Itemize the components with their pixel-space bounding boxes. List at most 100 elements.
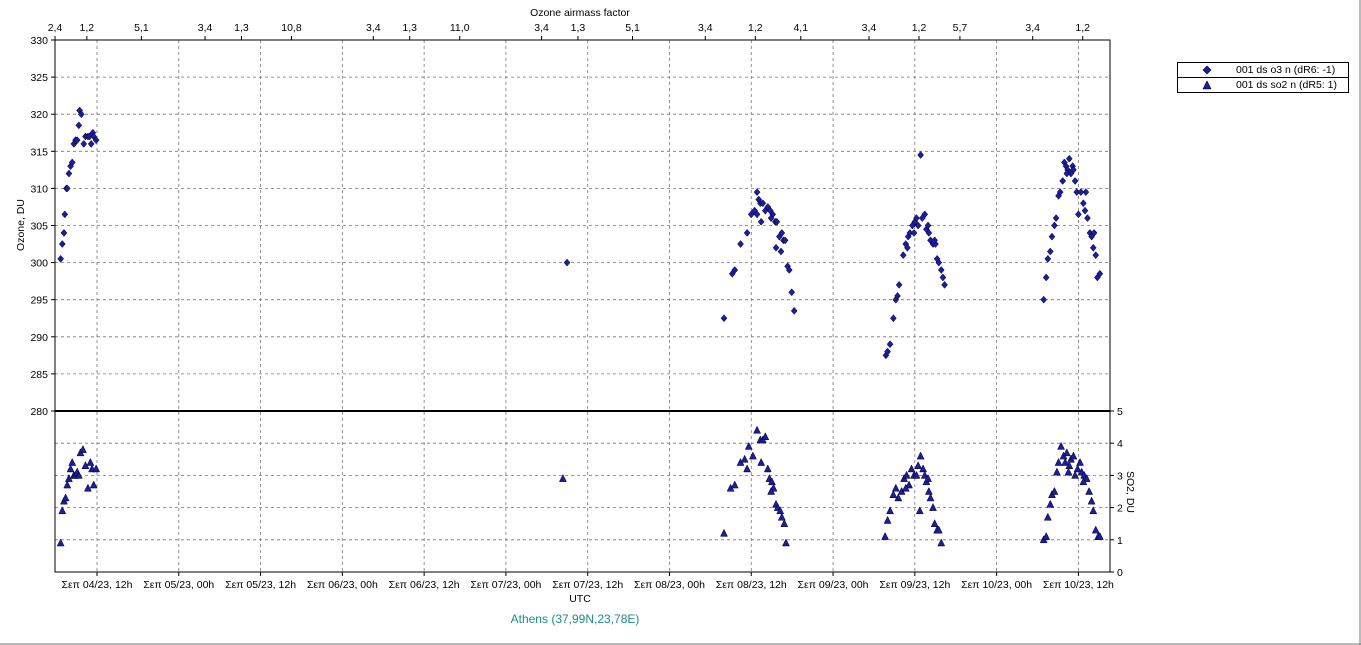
ozone-point [58, 240, 66, 248]
ozone-point [931, 236, 938, 245]
so2-point [1054, 457, 1063, 466]
ozone-point [788, 288, 796, 297]
top-tick-label: 3,4 [366, 22, 381, 34]
ozone-point [1082, 188, 1090, 196]
x-tick-label: Σεπ 08/23, 00h [634, 579, 705, 591]
ozone-point [790, 306, 798, 315]
so2-point [929, 503, 937, 511]
so2-point [1042, 532, 1051, 540]
so2-point [1053, 467, 1061, 476]
top-tick-label: 5,1 [134, 22, 149, 34]
ozone-point [781, 236, 789, 245]
so2-point [79, 445, 87, 453]
ozone-point [731, 266, 739, 274]
so2-point [66, 464, 75, 473]
so2-point [901, 483, 910, 492]
so2-point [1046, 499, 1055, 508]
ozone-point [60, 229, 68, 237]
top-tick-label: 3,4 [1025, 22, 1040, 34]
ozone-point [924, 221, 932, 230]
ozone-point [563, 258, 571, 267]
so2-point [63, 480, 72, 489]
data-points [56, 106, 1104, 547]
ozone-y-axis-label: Ozone, DU [15, 199, 27, 251]
x-tick-label: Σεπ 09/23, 12h [879, 579, 950, 591]
ozone-point [1046, 247, 1054, 256]
so2-point [1050, 486, 1059, 495]
ozone-point [884, 347, 891, 356]
top-tick-label: 10,8 [281, 22, 302, 34]
so2-point [902, 470, 911, 479]
ozone-point [1071, 177, 1079, 185]
ozone-point [773, 217, 781, 226]
so2-point [920, 470, 929, 479]
so2-point [730, 480, 739, 489]
ozone-point [899, 251, 907, 260]
ozone-point [1090, 229, 1098, 237]
so2-point [926, 493, 935, 502]
ozone-point [747, 210, 755, 219]
so2-point [767, 486, 775, 495]
so2-point [881, 532, 889, 540]
top-tick-label: 5,7 [953, 22, 968, 34]
ozone-point [1048, 232, 1056, 241]
plot-frame [54, 39, 1111, 573]
legend-item-o3: 001 ds o3 n (dR6: -1) [1178, 63, 1348, 78]
so2-point [744, 441, 753, 450]
top-tick-label: 3,4 [862, 22, 877, 34]
x-tick-label: Σεπ 06/23, 00h [307, 579, 378, 591]
so2-point [749, 451, 757, 460]
ozone-point [1056, 188, 1064, 196]
ozone-tick-label: 295 [30, 295, 48, 307]
ozone-point [720, 314, 728, 323]
ozone-point [1063, 169, 1071, 178]
legend: 001 ds o3 n (dR6: -1) 001 ds so2 n (dR5:… [1177, 62, 1349, 93]
ozone-point [1096, 269, 1104, 278]
ozone-point [1092, 251, 1100, 260]
ozone-point [75, 121, 83, 130]
so2-point [889, 490, 898, 498]
so2-point [930, 519, 939, 527]
x-tick-label: Σεπ 09/23, 00h [798, 579, 869, 591]
so2-point [61, 493, 70, 502]
ozone-point [937, 266, 945, 274]
ozone-point [910, 229, 918, 237]
so2-point [934, 525, 943, 534]
so2-point [782, 538, 790, 547]
so2-point [1065, 461, 1074, 469]
ozone-tick-label: 280 [30, 406, 48, 418]
ozone-tick-label: 330 [30, 35, 48, 47]
ozone-point [1051, 221, 1058, 230]
so2-point [1069, 451, 1078, 460]
so2-point [1085, 486, 1094, 495]
ozone-tick-label: 300 [30, 258, 48, 270]
legend-label-so2: 001 ds so2 n (dR5: 1) [1236, 79, 1337, 91]
ozone-point [777, 247, 785, 256]
so2-y-axis-ticks: 0 1 2 3 4 5 [1110, 406, 1123, 579]
ozone-point [1075, 210, 1082, 219]
top-tick-label: 1,3 [402, 22, 417, 34]
ozone-point [743, 229, 751, 237]
so2-point [915, 506, 924, 515]
ozone-tick-label: 310 [30, 183, 48, 195]
so2-point [1089, 506, 1098, 515]
ozone-point [895, 280, 903, 289]
top-tick-label: 11,0 [450, 22, 470, 34]
so2-point [56, 538, 65, 547]
ozone-point [939, 273, 947, 282]
ozone-point [1059, 177, 1067, 185]
so2-point [1082, 474, 1091, 482]
so2-point [559, 474, 567, 482]
ozone-point [886, 340, 894, 349]
so2-point [776, 506, 785, 515]
so2-point [883, 515, 892, 524]
so2-point [924, 486, 933, 495]
ozone-point [935, 258, 943, 267]
so2-point [92, 464, 101, 473]
grid [55, 40, 1110, 572]
ozone-point [1042, 273, 1050, 282]
so2-point [761, 432, 770, 441]
so2-point [1057, 441, 1065, 450]
ozone-point [894, 292, 901, 300]
so2-point [740, 454, 749, 463]
